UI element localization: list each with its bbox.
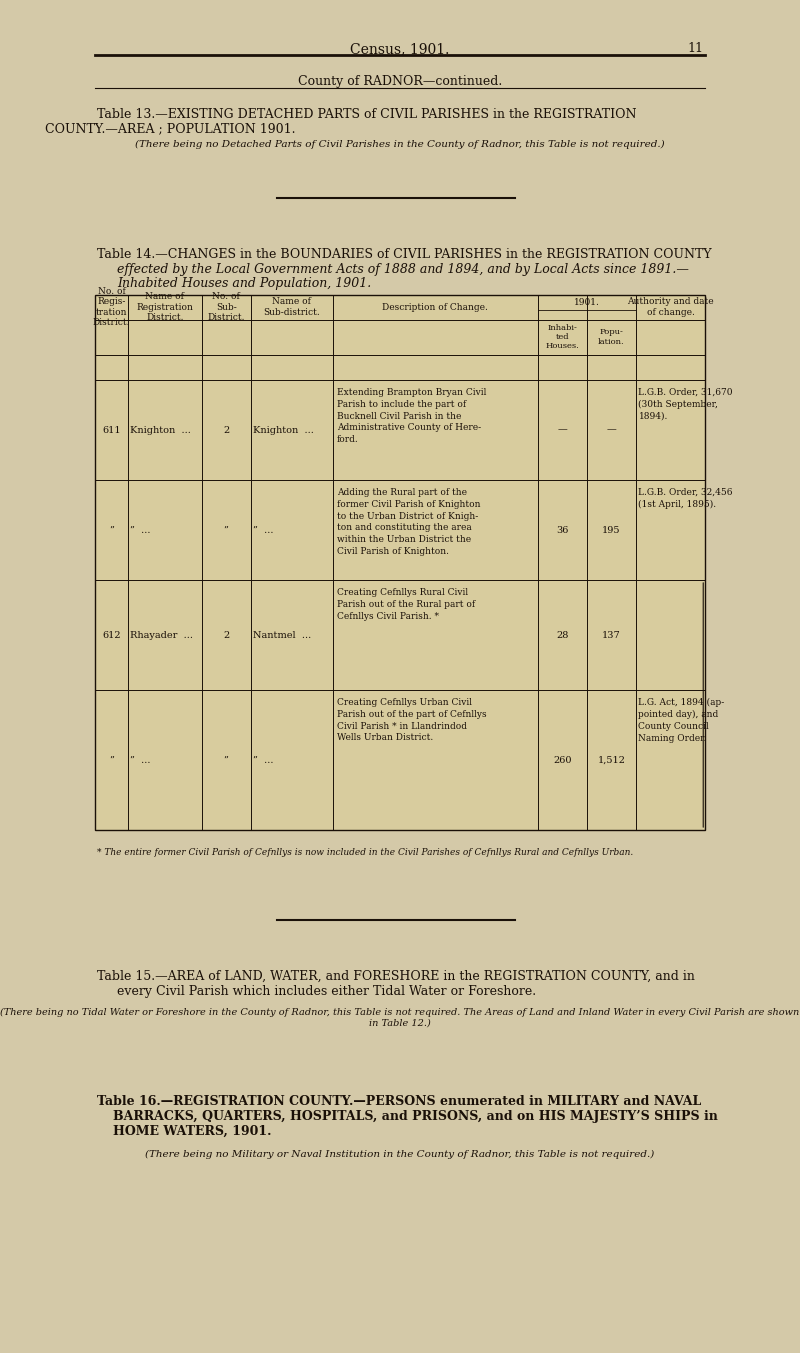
Text: Census, 1901.: Census, 1901.: [350, 42, 450, 55]
Text: 1,512: 1,512: [598, 755, 626, 764]
Text: No. of
Regis-
tration
District.: No. of Regis- tration District.: [93, 287, 130, 327]
Text: (There being no Tidal Water or Foreshore in the County of Radnor, this Table is : (There being no Tidal Water or Foreshore…: [0, 1008, 800, 1027]
Text: (There being no Detached Parts of Civil Parishes in the County of Radnor, this T: (There being no Detached Parts of Civil …: [135, 139, 665, 149]
Text: Extending Brampton Bryan Civil
Parish to include the part of
Bucknell Civil Pari: Extending Brampton Bryan Civil Parish to…: [337, 388, 486, 444]
Text: Knighton  ...: Knighton ...: [130, 425, 191, 434]
Text: Creating Cefnllys Urban Civil
Parish out of the part of Cefnllys
Civil Parish * : Creating Cefnllys Urban Civil Parish out…: [337, 698, 486, 743]
Text: effected by the Local Government Acts of 1888 and 1894, and by Local Acts since : effected by the Local Government Acts of…: [118, 262, 689, 276]
Text: Knighton  ...: Knighton ...: [254, 425, 314, 434]
Text: ”: ”: [109, 525, 114, 534]
Text: Table 16.—REGISTRATION COUNTY.—PERSONS enumerated in MILITARY and NAVAL: Table 16.—REGISTRATION COUNTY.—PERSONS e…: [97, 1095, 701, 1108]
Text: L.G.B. Order, 32,456
(1st April, 1895).: L.G.B. Order, 32,456 (1st April, 1895).: [638, 488, 733, 509]
Text: ”  ...: ” ...: [254, 755, 274, 764]
Text: 28: 28: [556, 630, 569, 640]
Text: 260: 260: [553, 755, 571, 764]
Text: Creating Cefnllys Rural Civil
Parish out of the Rural part of
Cefnllys Civil Par: Creating Cefnllys Rural Civil Parish out…: [337, 589, 475, 621]
Text: ”  ...: ” ...: [130, 755, 151, 764]
Text: COUNTY.—AREA ; POPULATION 1901.: COUNTY.—AREA ; POPULATION 1901.: [46, 122, 296, 135]
Text: Table 15.—AREA of LAND, WATER, and FORESHORE in the REGISTRATION COUNTY, and in: Table 15.—AREA of LAND, WATER, and FORES…: [97, 970, 694, 984]
Text: ”: ”: [224, 525, 229, 534]
Text: BARRACKS, QUARTERS, HOSPITALS, and PRISONS, and on HIS MAJESTY’S SHIPS in: BARRACKS, QUARTERS, HOSPITALS, and PRISO…: [113, 1109, 718, 1123]
Text: ”: ”: [109, 755, 114, 764]
Text: * The entire former Civil Parish of Cefnllys is now included in the Civil Parish: * The entire former Civil Parish of Cefn…: [97, 848, 633, 856]
Text: 36: 36: [556, 525, 569, 534]
Text: Rhayader  ...: Rhayader ...: [130, 630, 194, 640]
Text: Table 14.—CHANGES in the BOUNDARIES of CIVIL PARISHES in the REGISTRATION COUNTY: Table 14.—CHANGES in the BOUNDARIES of C…: [97, 248, 711, 261]
Text: County of RADNOR—continued.: County of RADNOR—continued.: [298, 74, 502, 88]
Text: Inhabited Houses and Population, 1901.: Inhabited Houses and Population, 1901.: [118, 277, 371, 290]
Text: (There being no Military or Naval Institution in the County of Radnor, this Tabl: (There being no Military or Naval Instit…: [146, 1150, 654, 1160]
Text: 195: 195: [602, 525, 621, 534]
Text: 2: 2: [223, 630, 230, 640]
Text: Authority and date
of change.: Authority and date of change.: [627, 298, 714, 317]
Text: —: —: [558, 425, 567, 434]
Text: Inhabi-
ted
Houses.: Inhabi- ted Houses.: [546, 323, 579, 350]
Text: every Civil Parish which includes either Tidal Water or Foreshore.: every Civil Parish which includes either…: [118, 985, 536, 999]
Text: 11: 11: [687, 42, 703, 55]
Text: Popu-
lation.: Popu- lation.: [598, 329, 625, 345]
Text: No. of
Sub-
District.: No. of Sub- District.: [207, 292, 245, 322]
Text: Description of Change.: Description of Change.: [382, 303, 488, 311]
Text: 612: 612: [102, 630, 121, 640]
Text: L.G.B. Order, 31,670
(30th September,
1894).: L.G.B. Order, 31,670 (30th September, 18…: [638, 388, 733, 421]
Text: Nantmel  ...: Nantmel ...: [254, 630, 311, 640]
Text: Name of
Sub-district.: Name of Sub-district.: [263, 298, 320, 317]
Text: ”  ...: ” ...: [130, 525, 151, 534]
Text: ”: ”: [224, 755, 229, 764]
Text: HOME WATERS, 1901.: HOME WATERS, 1901.: [113, 1124, 272, 1138]
Text: Table 13.—EXISTING DETACHED PARTS of CIVIL PARISHES in the REGISTRATION: Table 13.—EXISTING DETACHED PARTS of CIV…: [97, 108, 636, 120]
Text: 2: 2: [223, 425, 230, 434]
Text: L.G. Act, 1894 (ap-
pointed day), and
County Council
Naming Order.: L.G. Act, 1894 (ap- pointed day), and Co…: [638, 698, 725, 743]
Bar: [95, 295, 705, 829]
Text: —: —: [606, 425, 616, 434]
Text: Name of
Registration
District.: Name of Registration District.: [136, 292, 194, 322]
Text: ”  ...: ” ...: [254, 525, 274, 534]
Text: Adding the Rural part of the
former Civil Parish of Knighton
to the Urban Distri: Adding the Rural part of the former Civi…: [337, 488, 480, 556]
Text: 137: 137: [602, 630, 621, 640]
Text: 611: 611: [102, 425, 121, 434]
Text: 1901.: 1901.: [574, 298, 600, 307]
